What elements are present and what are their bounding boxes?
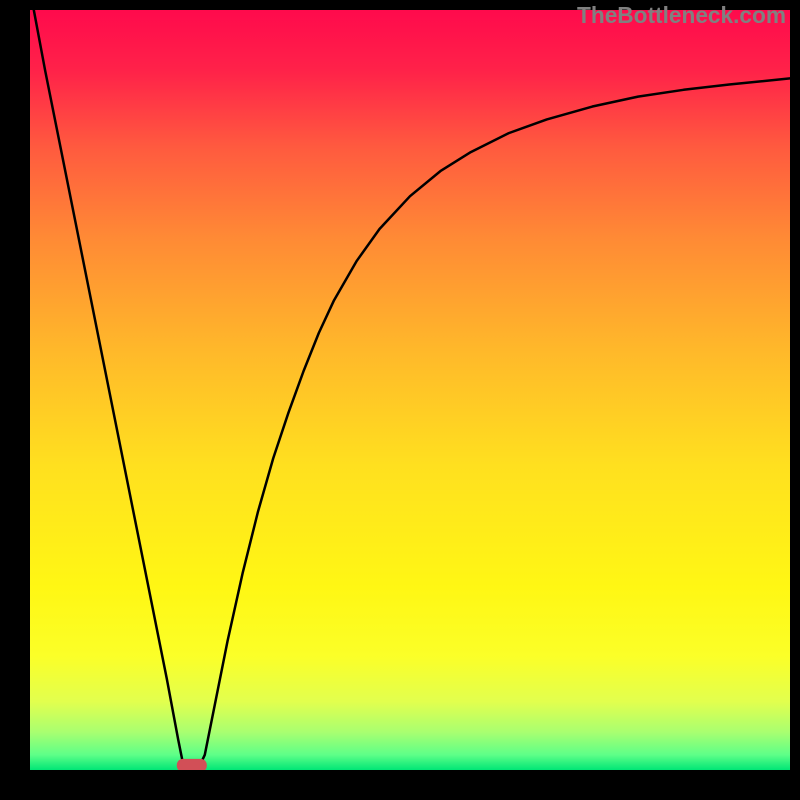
watermark-text: TheBottleneck.com [577,2,786,29]
plot-area [30,10,790,770]
frame-border-right [790,0,800,800]
curve-layer [30,10,790,770]
frame-border-left [0,0,30,800]
frame-border-bottom [0,770,800,800]
minimum-marker [177,759,207,770]
figure-root: TheBottleneck.com [0,0,800,800]
main-curve [34,10,790,766]
